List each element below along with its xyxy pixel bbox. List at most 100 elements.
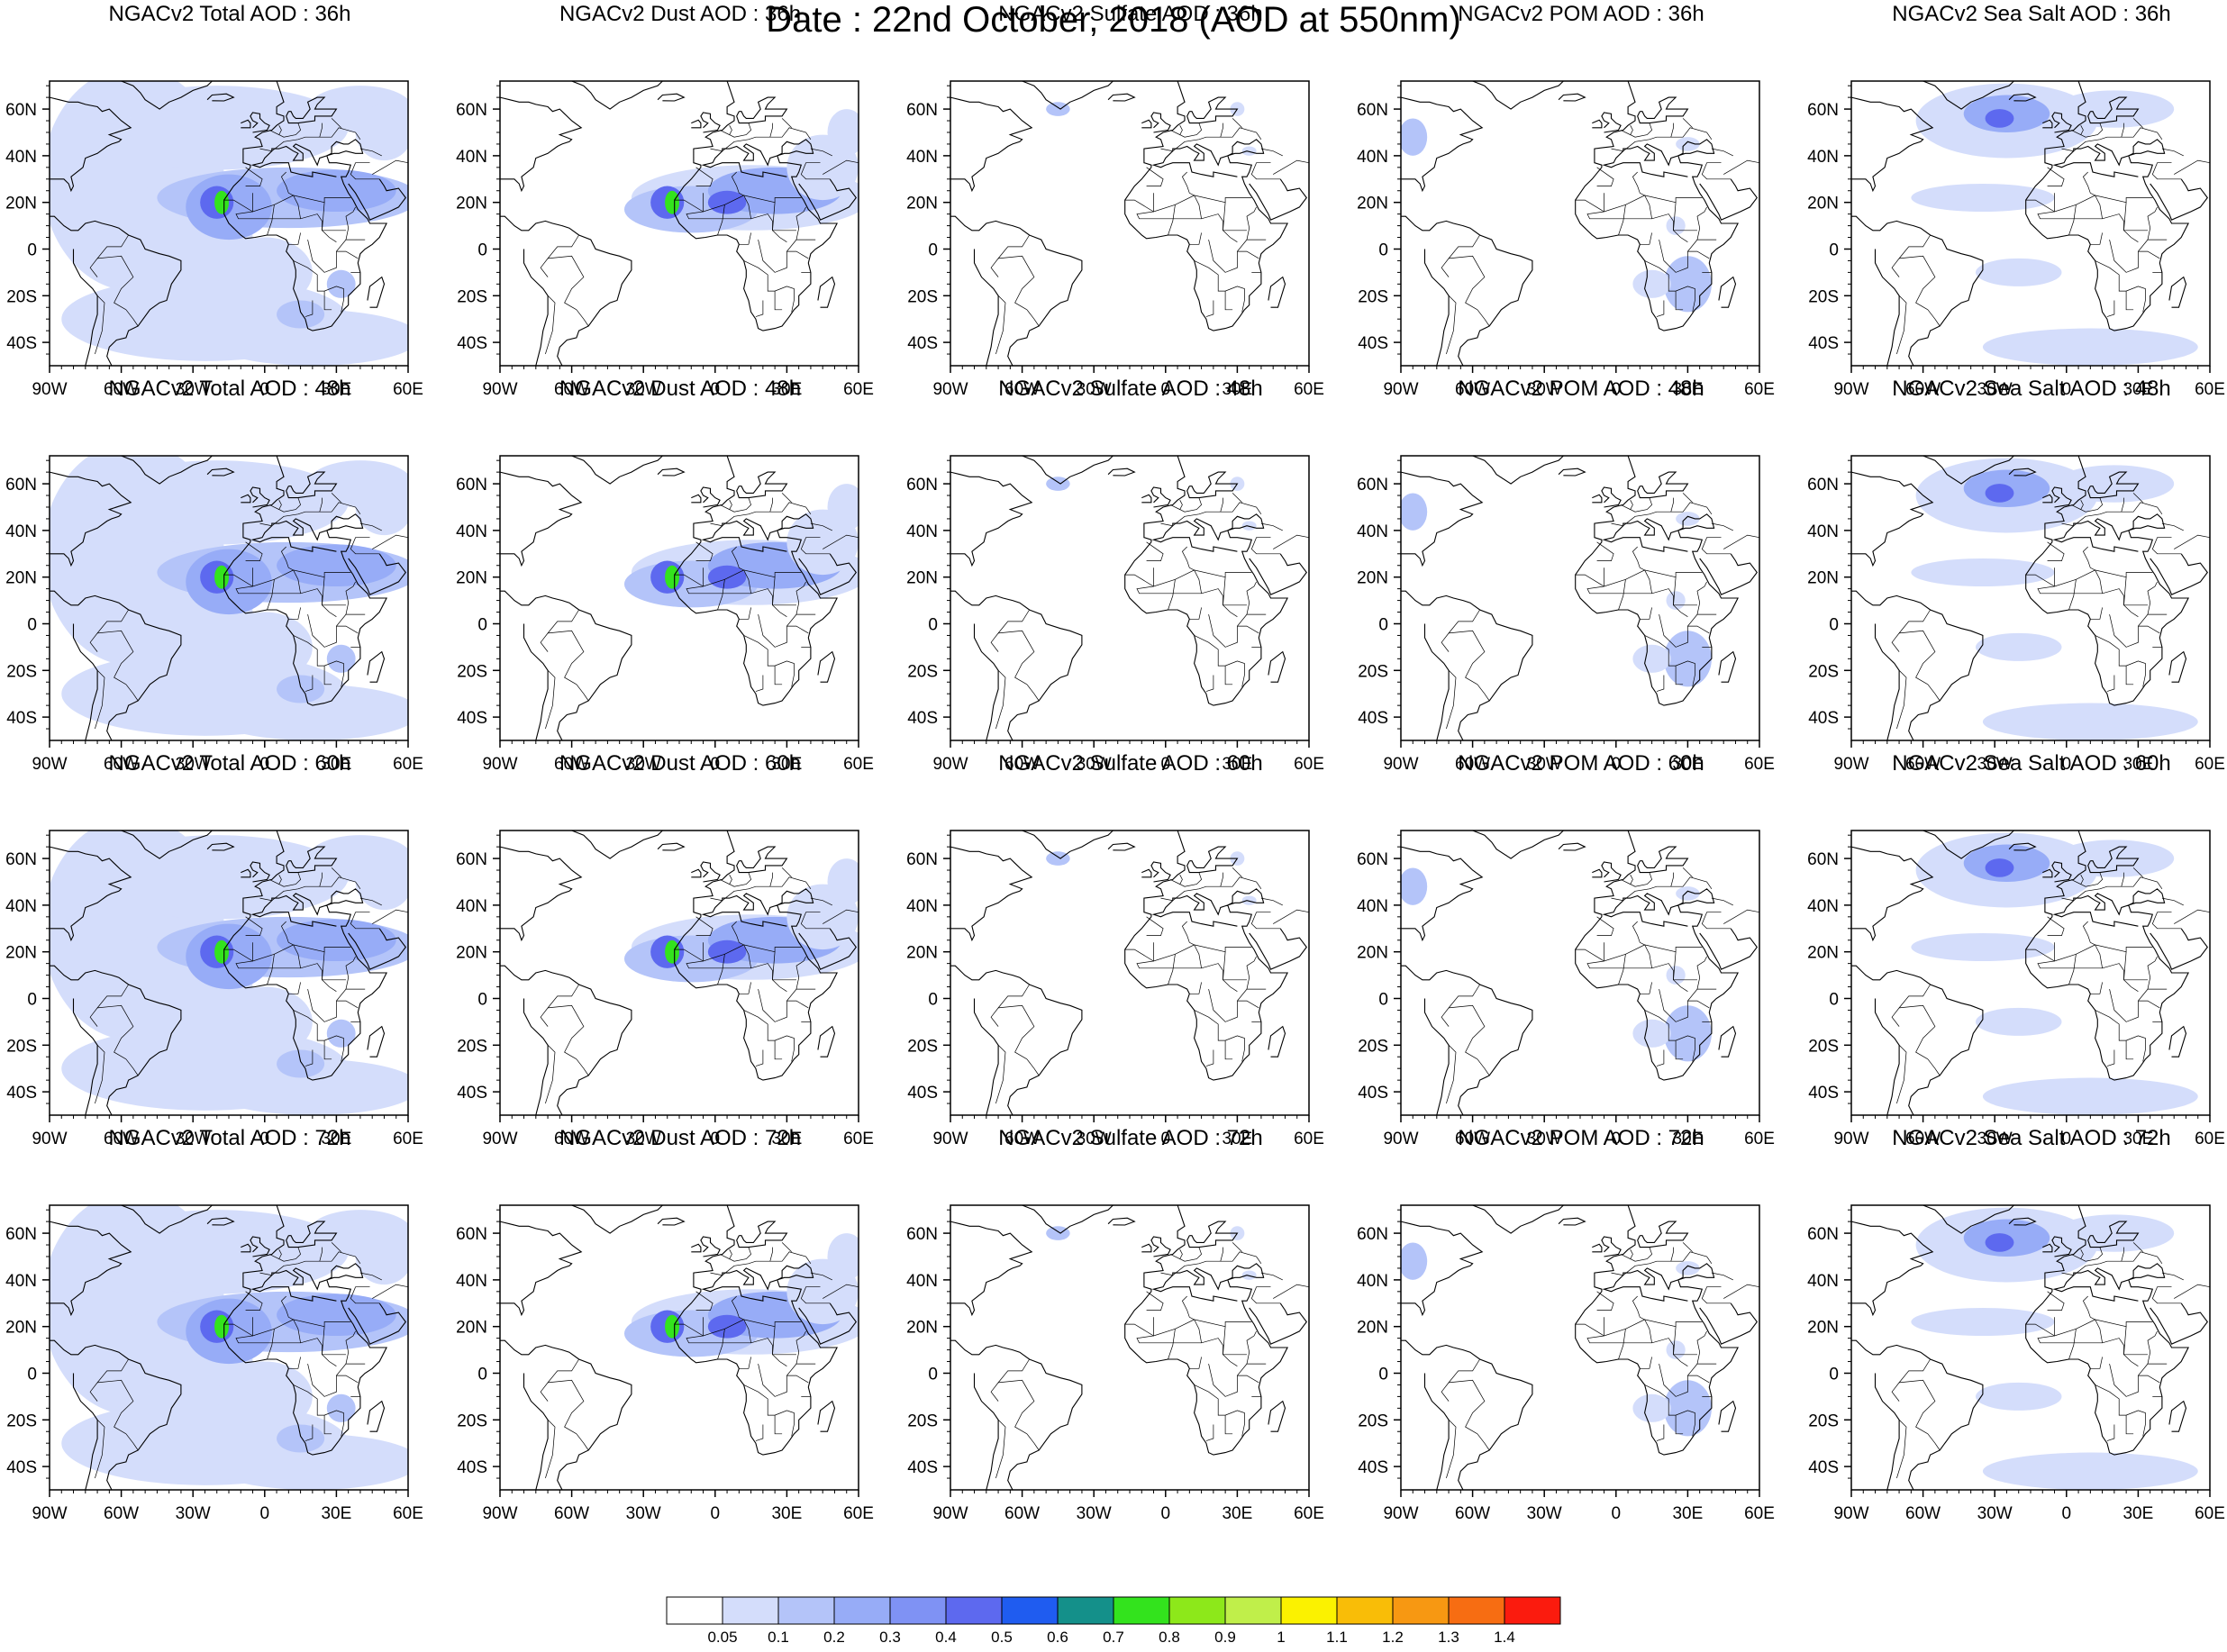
border-line xyxy=(2047,541,2065,561)
aod-blob xyxy=(2054,840,2175,877)
lat-tick-label: 60N xyxy=(906,476,938,495)
lon-tick-label: 0 xyxy=(711,1504,721,1523)
south-america-east-coast xyxy=(950,965,1083,1115)
iceland-coast xyxy=(657,467,686,477)
lat-tick-label: 60N xyxy=(1357,1225,1388,1244)
south-america-coast xyxy=(1874,1373,1900,1490)
border-line xyxy=(772,1326,787,1366)
lat-tick-label: 60N xyxy=(5,1225,37,1244)
colorbar-swatch xyxy=(1113,1596,1170,1625)
border-line xyxy=(2125,1415,2134,1435)
border-line xyxy=(731,1295,744,1321)
border-line xyxy=(319,1247,323,1262)
map-panel: NGACv2 Total AOD : 36h 90W 60W 30W 0 30E 60E 60… xyxy=(0,2,423,399)
south-america-coast xyxy=(973,998,999,1115)
border-line xyxy=(743,260,795,313)
lat-tick-label: 40S xyxy=(907,1458,938,1477)
madagascar-coast xyxy=(1268,1400,1286,1432)
aod-blob xyxy=(1975,1382,2062,1411)
lon-tick-label: 60E xyxy=(1744,380,1775,399)
border-line xyxy=(743,1384,795,1437)
border-line xyxy=(710,1251,812,1276)
border-line xyxy=(1670,497,1674,513)
border-line xyxy=(267,204,275,236)
border-line xyxy=(2132,493,2143,504)
lon-tick-label: 90W xyxy=(32,1130,67,1148)
border-line xyxy=(2025,1319,2153,1337)
aod-blob xyxy=(665,190,679,214)
border-line xyxy=(1927,1058,1941,1076)
border-line xyxy=(2095,1010,2146,1062)
border-line xyxy=(1618,204,1626,236)
lat-tick-label: 20N xyxy=(1807,569,1839,588)
arabia-coast xyxy=(2150,178,2208,221)
europe-africa-coast xyxy=(2025,831,2189,1081)
lon-tick-label: 60E xyxy=(2195,1130,2225,1148)
europe-africa-coast xyxy=(2025,1205,2189,1456)
britain-coast xyxy=(700,861,721,883)
border-line xyxy=(1711,148,1733,157)
lon-tick-label: 30W xyxy=(176,1504,211,1523)
iceland-coast xyxy=(206,93,235,102)
greenland-coast xyxy=(991,831,1114,859)
border-line xyxy=(2174,1284,2210,1299)
lon-tick-label: 30W xyxy=(1077,1130,1112,1148)
border-line xyxy=(1701,162,1732,180)
greenland-coast xyxy=(1441,81,1564,110)
south-america-east-coast xyxy=(1851,215,1984,366)
map-panel: NGACv2 Total AOD : 72h 90W 60W 30W 0 30E 60E 60… xyxy=(0,1126,423,1523)
border-line xyxy=(729,872,752,887)
lon-tick-label: 60E xyxy=(393,1504,423,1523)
border-line xyxy=(259,876,361,902)
scandinavia-coast xyxy=(736,846,788,874)
border-line xyxy=(1181,171,1195,196)
aod-blob xyxy=(277,1293,396,1337)
border-line xyxy=(293,195,301,219)
border-line xyxy=(1194,1319,1202,1343)
ireland-coast xyxy=(241,119,251,129)
border-line xyxy=(323,1040,332,1060)
lat-tick-label: 20S xyxy=(457,662,487,681)
border-line xyxy=(319,123,323,138)
colorbar-label: 0.4 xyxy=(935,1629,957,1646)
aod-blob xyxy=(355,1228,408,1285)
lon-tick-label: 0 xyxy=(1161,755,1171,774)
border-line xyxy=(2080,872,2104,887)
border-line xyxy=(323,666,332,685)
border-line xyxy=(2070,125,2084,136)
britain-coast xyxy=(250,1236,270,1257)
border-line xyxy=(1618,579,1626,611)
iceland-coast xyxy=(1558,842,1586,851)
border-line xyxy=(1682,1242,1693,1253)
colorbar-label: 0.9 xyxy=(1214,1629,1236,1646)
colorbar-label: 1.4 xyxy=(1494,1629,1515,1646)
border-line xyxy=(245,916,263,936)
border-line xyxy=(710,502,812,527)
scandinavia-coast xyxy=(1637,471,1689,499)
map-plot: 90W 60W 30W 0 30E 60E 60N 40N 20N 0 20S 40S xyxy=(1357,80,1775,399)
aod-blob xyxy=(1241,146,1257,156)
lat-tick-label: 20S xyxy=(1808,287,1839,306)
border-line xyxy=(1449,1379,1486,1435)
aod-blob xyxy=(277,300,325,329)
aod-blob xyxy=(1241,1270,1257,1280)
border-line xyxy=(810,522,832,531)
lat-tick-label: 20N xyxy=(456,195,487,213)
border-line xyxy=(1146,167,1164,186)
map-panel: NGACv2 POM AOD : 36h 90W 60W 30W 0 30E 60E 60N 4… xyxy=(1351,2,1775,399)
border-line xyxy=(305,1424,314,1441)
border-line xyxy=(1632,546,1645,571)
border-line xyxy=(95,670,105,730)
aod-blob xyxy=(214,1314,229,1339)
border-line xyxy=(1927,309,1941,327)
lat-tick-label: 40N xyxy=(906,148,938,167)
panel-title: NGACv2 Sulfate AOD : 60h xyxy=(998,751,1263,776)
border-line xyxy=(2174,909,2210,924)
border-line xyxy=(2106,1049,2115,1067)
aod-blob xyxy=(277,1049,325,1078)
border-line xyxy=(280,921,294,946)
colorbar-swatch xyxy=(945,1596,1003,1625)
lat-tick-label: 20N xyxy=(1357,1319,1388,1338)
lon-tick-label: 60W xyxy=(1004,380,1040,399)
border-line xyxy=(95,1420,105,1479)
